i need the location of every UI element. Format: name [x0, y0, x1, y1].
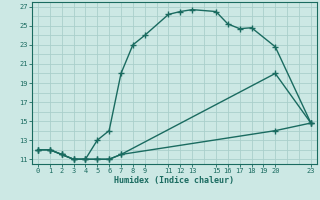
X-axis label: Humidex (Indice chaleur): Humidex (Indice chaleur): [115, 176, 234, 185]
